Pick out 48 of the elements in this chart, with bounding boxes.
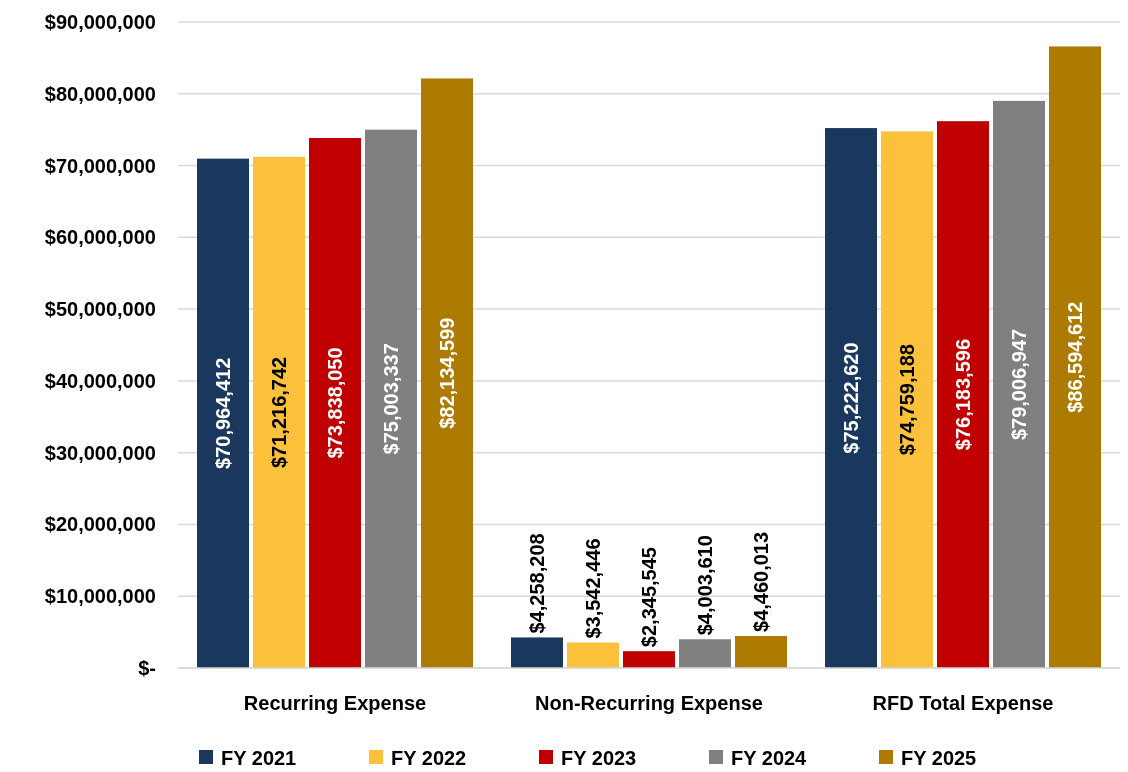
y-tick-label: $80,000,000 (44, 82, 156, 105)
data-label: $4,460,013 (750, 531, 772, 632)
legend-label: FY 2021 (221, 747, 297, 769)
data-label: $73,838,050 (324, 347, 346, 459)
data-label: $74,759,188 (896, 344, 918, 456)
y-tick-label: $40,000,000 (44, 369, 156, 392)
y-tick-label: $90,000,000 (44, 11, 156, 33)
y-tick-label: $30,000,000 (44, 441, 156, 464)
y-tick-label: $10,000,000 (44, 585, 156, 608)
bar (623, 651, 675, 668)
bar (735, 635, 787, 668)
legend-label: FY 2024 (731, 747, 808, 769)
bar (309, 138, 361, 668)
bar (253, 156, 305, 668)
bar (567, 642, 619, 668)
data-label: $70,964,412 (212, 357, 234, 469)
bar (511, 637, 563, 668)
data-label: $75,222,620 (840, 342, 862, 454)
bar (421, 78, 473, 668)
legend-label: FY 2023 (561, 747, 637, 769)
legend-label: FY 2025 (901, 747, 977, 769)
bar (365, 129, 417, 668)
data-label: $75,003,337 (380, 343, 402, 455)
data-label: $82,134,599 (436, 317, 458, 429)
data-label: $86,594,612 (1064, 301, 1086, 413)
bar (993, 100, 1045, 668)
data-label: $4,003,610 (694, 535, 716, 636)
bar (937, 121, 989, 668)
y-tick-label: $60,000,000 (44, 226, 156, 249)
data-label: $2,345,545 (638, 547, 660, 648)
data-label: $71,216,742 (268, 356, 290, 469)
data-label: $79,006,947 (1008, 328, 1030, 441)
bar (881, 131, 933, 668)
x-tick-label: Non-Recurring Expense (535, 692, 763, 714)
bar (197, 158, 249, 668)
legend-label: FY 2022 (391, 747, 467, 769)
bar (1049, 46, 1101, 668)
x-tick-label: Recurring Expense (243, 692, 427, 714)
x-tick-label: RFD Total Expense (872, 692, 1054, 714)
bar (825, 128, 877, 668)
y-tick-label: $20,000,000 (44, 513, 156, 536)
data-label: $4,258,208 (526, 533, 548, 634)
data-label: $3,542,446 (582, 538, 604, 639)
y-tick-label: $- (138, 657, 156, 679)
y-tick-label: $70,000,000 (44, 154, 156, 177)
y-tick-label: $50,000,000 (44, 298, 156, 321)
bar (679, 639, 731, 668)
data-label: $76,183,596 (952, 338, 974, 451)
